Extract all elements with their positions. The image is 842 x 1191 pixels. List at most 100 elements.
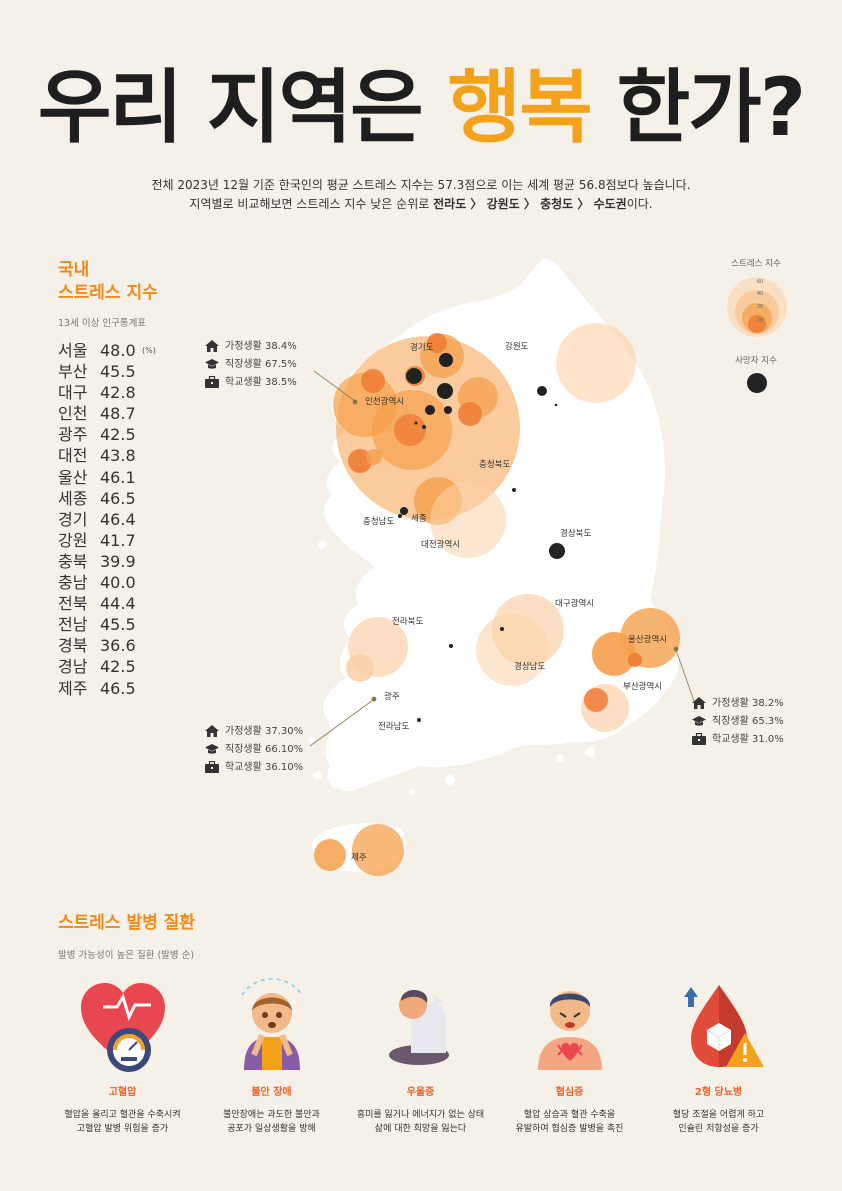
disease-name: 고혈압 — [108, 1087, 137, 1098]
stress-region: 광주 — [58, 425, 88, 445]
stress-unit: (%) — [142, 346, 156, 355]
stress-row: 울산 46.1 — [58, 467, 198, 488]
stress-row: 강원 41.7 — [58, 530, 198, 551]
legend-scale-30: 30 — [757, 304, 763, 310]
bubble-small-3 — [427, 333, 447, 353]
label-daegu: 대구광역시 — [555, 598, 594, 609]
graduation-cap-icon — [205, 744, 225, 755]
stress-row: 경북 36.6 — [58, 635, 198, 656]
subtitle-line2: 지역별로 비교해보면 스트레스 지수 낮은 순위로 전라도 〉 강원도 〉 충청… — [60, 195, 782, 214]
disease-anxiety: 불안 장애 불안장애는 과도한 불안과 공포가 일상생활을 방해 — [197, 975, 346, 1136]
stress-region: 제주 — [58, 678, 88, 698]
stress-region: 대전 — [58, 446, 88, 466]
label-gangwon: 강원도 — [505, 341, 529, 352]
disease-desc: 혈압 상승과 혈관 수축을 유발하여 협심증 발병을 촉진 — [515, 1110, 624, 1134]
stress-row: 인천 48.7 — [58, 403, 198, 424]
stress-region: 경북 — [58, 636, 88, 656]
disease-section-title: 스트레스 발병 질환 — [58, 913, 195, 933]
bubble-gangwon — [556, 323, 636, 403]
label-gwangju: 광주 — [384, 691, 400, 702]
disease-name: 2형 당뇨병 — [694, 1087, 743, 1098]
life-stat-row: 학교생활 36.10% — [205, 759, 303, 777]
graduation-cap-icon — [205, 359, 225, 370]
bubble-small-7 — [366, 449, 382, 465]
stress-region: 전북 — [58, 594, 88, 614]
page-title: 우리 지역은 행복 한가? — [0, 58, 842, 158]
rank-4: 수도권 — [593, 197, 627, 211]
bubble-jeju-small — [314, 839, 346, 871]
life-stat-row: 학교생활 38.5% — [205, 374, 297, 392]
stress-value: 40.0 — [100, 573, 136, 593]
stress-section-title: 국내 스트레스 지수 — [58, 259, 158, 305]
stress-region: 경기 — [58, 509, 88, 529]
label-gyeongbuk: 경상북도 — [560, 528, 591, 539]
legend-scale-20: 20 — [757, 318, 763, 324]
stress-row: 경기 46.4 — [58, 509, 198, 530]
stress-region: 강원 — [58, 530, 88, 550]
leader-lines — [309, 370, 695, 747]
life-stat-value: 37.30% — [265, 726, 304, 737]
life-stat-value: 38.5% — [265, 377, 297, 388]
stress-value: 42.8 — [100, 383, 136, 403]
korea-stress-map: 경기도 강원도 인천광역시 충청북도 충청남도 세종 대전광역시 경상북도 대구… — [309, 258, 787, 876]
bubble-small-2 — [394, 414, 426, 446]
label-gyeongnam: 경상남도 — [514, 661, 545, 672]
disease-name: 우울증 — [406, 1087, 435, 1098]
legend-death-dot — [747, 373, 767, 393]
subtitle: 전체 2023년 12월 기준 한국인의 평균 스트레스 지수는 57.3점으로… — [60, 176, 782, 214]
death-dots — [398, 353, 565, 722]
stress-value: 45.5 — [100, 615, 136, 635]
rank-separator: 〉 — [573, 197, 594, 211]
disease-desc: 불안장애는 과도한 불안과 공포가 일상생활을 방해 — [223, 1110, 320, 1134]
disease-list: 고혈압 혈압을 올리고 혈관을 수축시켜 고혈압 발병 위험을 증가 불안 장애 … — [48, 975, 794, 1145]
bubble-daejeon — [430, 482, 506, 558]
life-stat-value: 38.2% — [752, 698, 784, 709]
label-incheon: 인천광역시 — [365, 396, 404, 407]
life-stat-label: 직장생활 — [712, 716, 749, 727]
label-jeju: 제주 — [351, 853, 367, 863]
map-islands — [309, 541, 595, 795]
label-chungnam: 충청남도 — [363, 517, 394, 527]
rank-separator: 〉 — [519, 197, 541, 211]
stress-row: 대구 42.8 — [58, 382, 198, 403]
disease-note: 발병 가능성이 높은 질환 (발병 순) — [58, 950, 195, 961]
stress-title-line1: 국내 — [58, 260, 90, 280]
life-stat-label: 직장생활 — [225, 359, 262, 370]
label-daejeon: 대전광역시 — [421, 539, 460, 550]
stress-row: 서울 48.0 (%) — [58, 340, 198, 361]
disease-desc: 혈압을 올리고 혈관을 수축시켜 고혈압 발병 위험을 증가 — [64, 1110, 181, 1134]
bubble-busan-dot — [628, 653, 642, 667]
graduation-cap-icon — [692, 716, 712, 727]
life-stat-label: 학교생활 — [225, 377, 262, 388]
stress-region: 대구 — [58, 383, 88, 403]
stress-region: 부산 — [58, 362, 88, 382]
disease-diabetes: 2형 당뇨병 혈당 조절을 어렵게 하고 인슐린 저항성을 증가 — [644, 975, 793, 1136]
subtitle-prefix: 지역별로 비교해보면 스트레스 지수 낮은 순위로 — [189, 197, 434, 211]
rank-3: 충청도 — [540, 197, 574, 211]
subtitle-suffix: 이다. — [626, 197, 653, 211]
stress-row: 경남 42.5 — [58, 656, 198, 677]
stress-value: 36.6 — [100, 636, 136, 656]
briefcase-icon — [692, 732, 712, 745]
map-legend: 스트레스 지수 60 40 30 20 사망자 지수 — [727, 259, 787, 393]
life-stats-capital: 가정생활 38.4% 직장생활 67.5% 학교생활 38.5% — [205, 338, 297, 392]
stress-region: 충남 — [58, 573, 88, 593]
life-stat-label: 가정생활 — [225, 341, 262, 352]
legend-death-label: 사망자 지수 — [735, 355, 777, 366]
stress-row: 광주 42.5 — [58, 424, 198, 445]
legend-stress-label: 스트레스 지수 — [731, 259, 781, 269]
stress-value: 42.5 — [100, 425, 136, 445]
stress-row: 충남 40.0 — [58, 572, 198, 593]
disease-name: 협심증 — [555, 1087, 584, 1098]
stress-row: 대전 43.8 — [58, 445, 198, 466]
disease-desc: 흥미를 잃거나 에너지가 없는 상태 삶에 대한 희망을 잃는다 — [356, 1110, 485, 1134]
label-jeonbuk: 전라북도 — [392, 616, 423, 627]
stress-row: 부산 45.5 — [58, 361, 198, 382]
life-stat-value: 31.0% — [752, 734, 784, 745]
stress-row: 전북 44.4 — [58, 593, 198, 614]
life-stat-label: 학교생활 — [225, 762, 262, 773]
disease-desc: 혈당 조절을 어렵게 하고 인슐린 저항성을 증가 — [672, 1110, 765, 1134]
stress-row: 충북 39.9 — [58, 551, 198, 572]
life-stat-label: 학교생활 — [712, 734, 749, 745]
disease-angina: 협심증 혈압 상승과 혈관 수축을 유발하여 협심증 발병을 촉진 — [495, 975, 644, 1136]
